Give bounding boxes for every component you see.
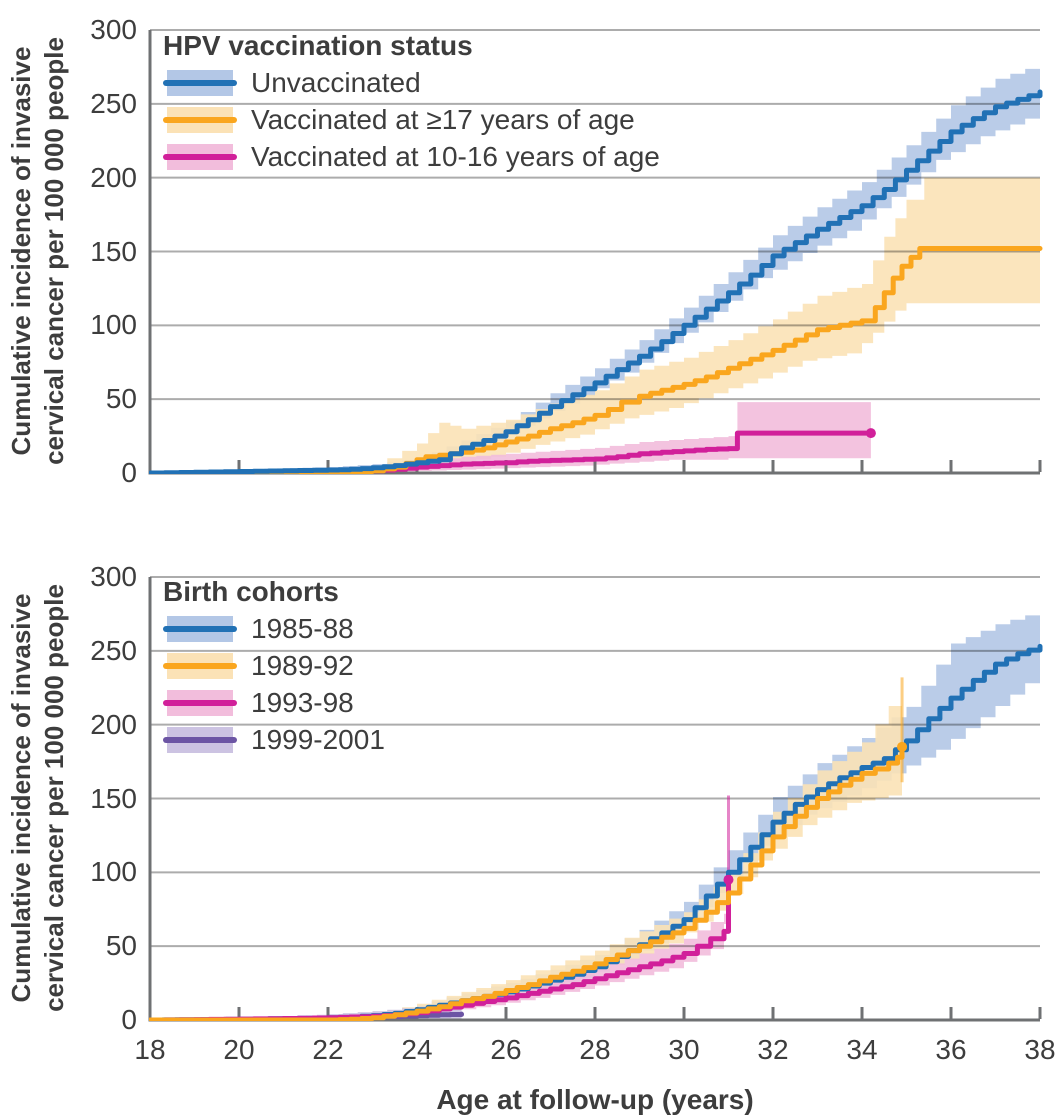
- legend-label: 1993-98: [251, 686, 354, 718]
- y-tick-label-250-panel0: 250: [90, 87, 137, 119]
- y-axis-title-bottom: Cumulative incidence of invasive cervica…: [5, 538, 71, 1058]
- y-tick-label-50-panel0: 50: [105, 383, 137, 415]
- legend-items-bottom: 1985-88 1989-92 1993-98 1999-2001: [163, 610, 385, 758]
- legend-swatch-line: [163, 662, 237, 669]
- legend-item-1-2: 1993-98: [163, 684, 385, 721]
- series-lines-panel0: [149, 89, 1043, 474]
- legend-swatch-line: [163, 699, 237, 706]
- y-tick-label-100-panel1: 100: [90, 856, 137, 888]
- legend-label: Vaccinated at ≥17 years of age: [251, 103, 635, 135]
- legend-item-1-1: 1989-92: [163, 647, 385, 684]
- y-tick-label-300-panel0: 300: [90, 14, 137, 45]
- x-tick-label-24: 24: [401, 1034, 433, 1065]
- legend-swatch-icon: [163, 689, 237, 716]
- legend-label: Unvaccinated: [251, 66, 421, 98]
- series-lines-panel1: [149, 643, 1043, 1021]
- legend-title-top: HPV vaccination status: [163, 30, 473, 61]
- legend-title-bottom: Birth cohorts: [163, 576, 339, 607]
- legend-label: 1985-88: [251, 612, 354, 644]
- legend-label: 1989-92: [251, 649, 354, 681]
- x-tick-label-18: 18: [134, 1034, 166, 1065]
- y-axis-title-top: Cumulative incidence of invasive cervica…: [5, 0, 71, 511]
- y-tick-label-250-panel1: 250: [90, 634, 137, 666]
- legend-swatch-icon: [163, 726, 237, 753]
- legend-label: Vaccinated at 10-16 years of age: [251, 140, 660, 172]
- series-end-dot-1-1: [897, 741, 908, 752]
- x-tick-label-36: 36: [935, 1034, 967, 1065]
- x-axis-title: Age at follow-up (years): [436, 1084, 754, 1115]
- y-tick-label-200-panel1: 200: [90, 708, 137, 740]
- y-tick-label-0-panel0: 0: [121, 457, 137, 488]
- y-tick-label-0-panel1: 0: [121, 1004, 137, 1035]
- legend-label: 1999-2001: [251, 723, 385, 755]
- legend-birth-cohorts: Birth cohorts 1985-88 1989-92 1993-98 1999-…: [163, 574, 385, 758]
- x-tick-label-32: 32: [757, 1034, 789, 1065]
- legend-item-1-3: 1999-2001: [163, 721, 385, 758]
- legend-items-top: Unvaccinated Vaccinated at ≥17 years of a…: [163, 64, 660, 175]
- y-tick-label-200-panel0: 200: [90, 161, 137, 193]
- x-tick-label-20: 20: [223, 1034, 255, 1065]
- series-end-dot-1-2: [723, 874, 734, 885]
- ci-band-1-1: [328, 687, 902, 1020]
- x-tick-label-22: 22: [312, 1034, 344, 1065]
- x-tick-label-28: 28: [579, 1034, 611, 1065]
- y-tick-label-150-panel1: 150: [90, 782, 137, 814]
- series-line-1-1: [149, 744, 905, 1021]
- ci-band-0-2: [305, 402, 871, 473]
- legend-swatch-icon: [163, 106, 237, 133]
- series-end-dot-0-2: [865, 428, 876, 439]
- series-line-0-1: [149, 246, 1043, 474]
- legend-item-0-2: Vaccinated at 10-16 years of age: [163, 138, 660, 175]
- legend-swatch-line: [163, 153, 237, 160]
- y-tick-label-150-panel0: 150: [90, 235, 137, 267]
- x-tick-label-26: 26: [490, 1034, 522, 1065]
- legend-item-1-0: 1985-88: [163, 610, 385, 647]
- series-line-0-0: [149, 89, 1043, 474]
- legend-item-0-1: Vaccinated at ≥17 years of age: [163, 101, 660, 138]
- legend-swatch-icon: [163, 652, 237, 679]
- x-tick-label-38: 38: [1024, 1034, 1056, 1065]
- legend-swatch-line: [163, 736, 237, 743]
- legend-swatch-line: [163, 116, 237, 123]
- legend-swatch-icon: [163, 615, 237, 642]
- y-tick-label-100-panel0: 100: [90, 309, 137, 341]
- y-axis-title-top-line1: Cumulative incidence of invasive: [6, 46, 36, 456]
- y-tick-label-50-panel1: 50: [105, 930, 137, 962]
- legend-swatch-line: [163, 79, 237, 86]
- legend-hpv-vaccination-status: HPV vaccination status Unvaccinated Vacci…: [163, 28, 660, 175]
- ci-band-1-0: [150, 611, 1040, 1020]
- x-tick-label-30: 30: [668, 1034, 700, 1065]
- y-axis-title-bottom-line1: Cumulative incidence of invasive: [6, 593, 36, 1003]
- y-tick-label-300-panel1: 300: [90, 561, 137, 592]
- legend-item-0-0: Unvaccinated: [163, 64, 660, 101]
- ci-band-0-1: [328, 177, 1040, 473]
- legend-swatch-line: [163, 625, 237, 632]
- legend-swatch-icon: [163, 69, 237, 96]
- x-tick-label-34: 34: [846, 1034, 878, 1065]
- legend-swatch-icon: [163, 143, 237, 170]
